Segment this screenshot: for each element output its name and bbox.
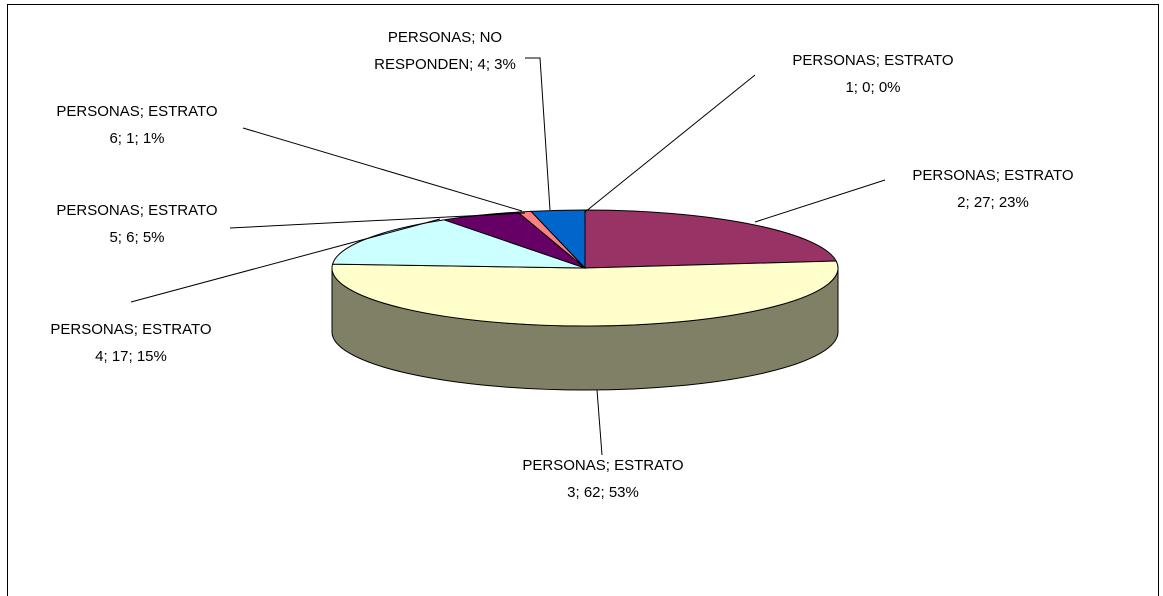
leader-line [584, 74, 756, 213]
data-label: PERSONAS; ESTRATO 1; 0; 0% [792, 52, 954, 96]
pie-slice [584, 209, 837, 269]
pie-slice [331, 260, 839, 327]
leader-line [242, 127, 523, 212]
leader-line [525, 57, 551, 211]
data-label: PERSONAS; ESTRATO 3; 62; 53% [522, 457, 684, 501]
leader-line [229, 212, 526, 229]
chart-border [7, 4, 1159, 596]
data-label: PERSONAS; ESTRATO 4; 17; 15% [50, 321, 212, 365]
pie-slice [529, 209, 586, 270]
data-label: PERSONAS; ESTRATO 5; 6; 5% [56, 202, 218, 246]
data-label: PERSONAS; NO RESPONDEN; 4; 3% [374, 29, 516, 73]
leader-line [754, 179, 886, 223]
data-label: PERSONAS; ESTRATO 6; 1; 1% [56, 103, 218, 147]
leader-line [596, 389, 603, 456]
leader-line [130, 218, 441, 303]
data-label: PERSONAS; ESTRATO 2; 27; 23% [912, 167, 1074, 211]
